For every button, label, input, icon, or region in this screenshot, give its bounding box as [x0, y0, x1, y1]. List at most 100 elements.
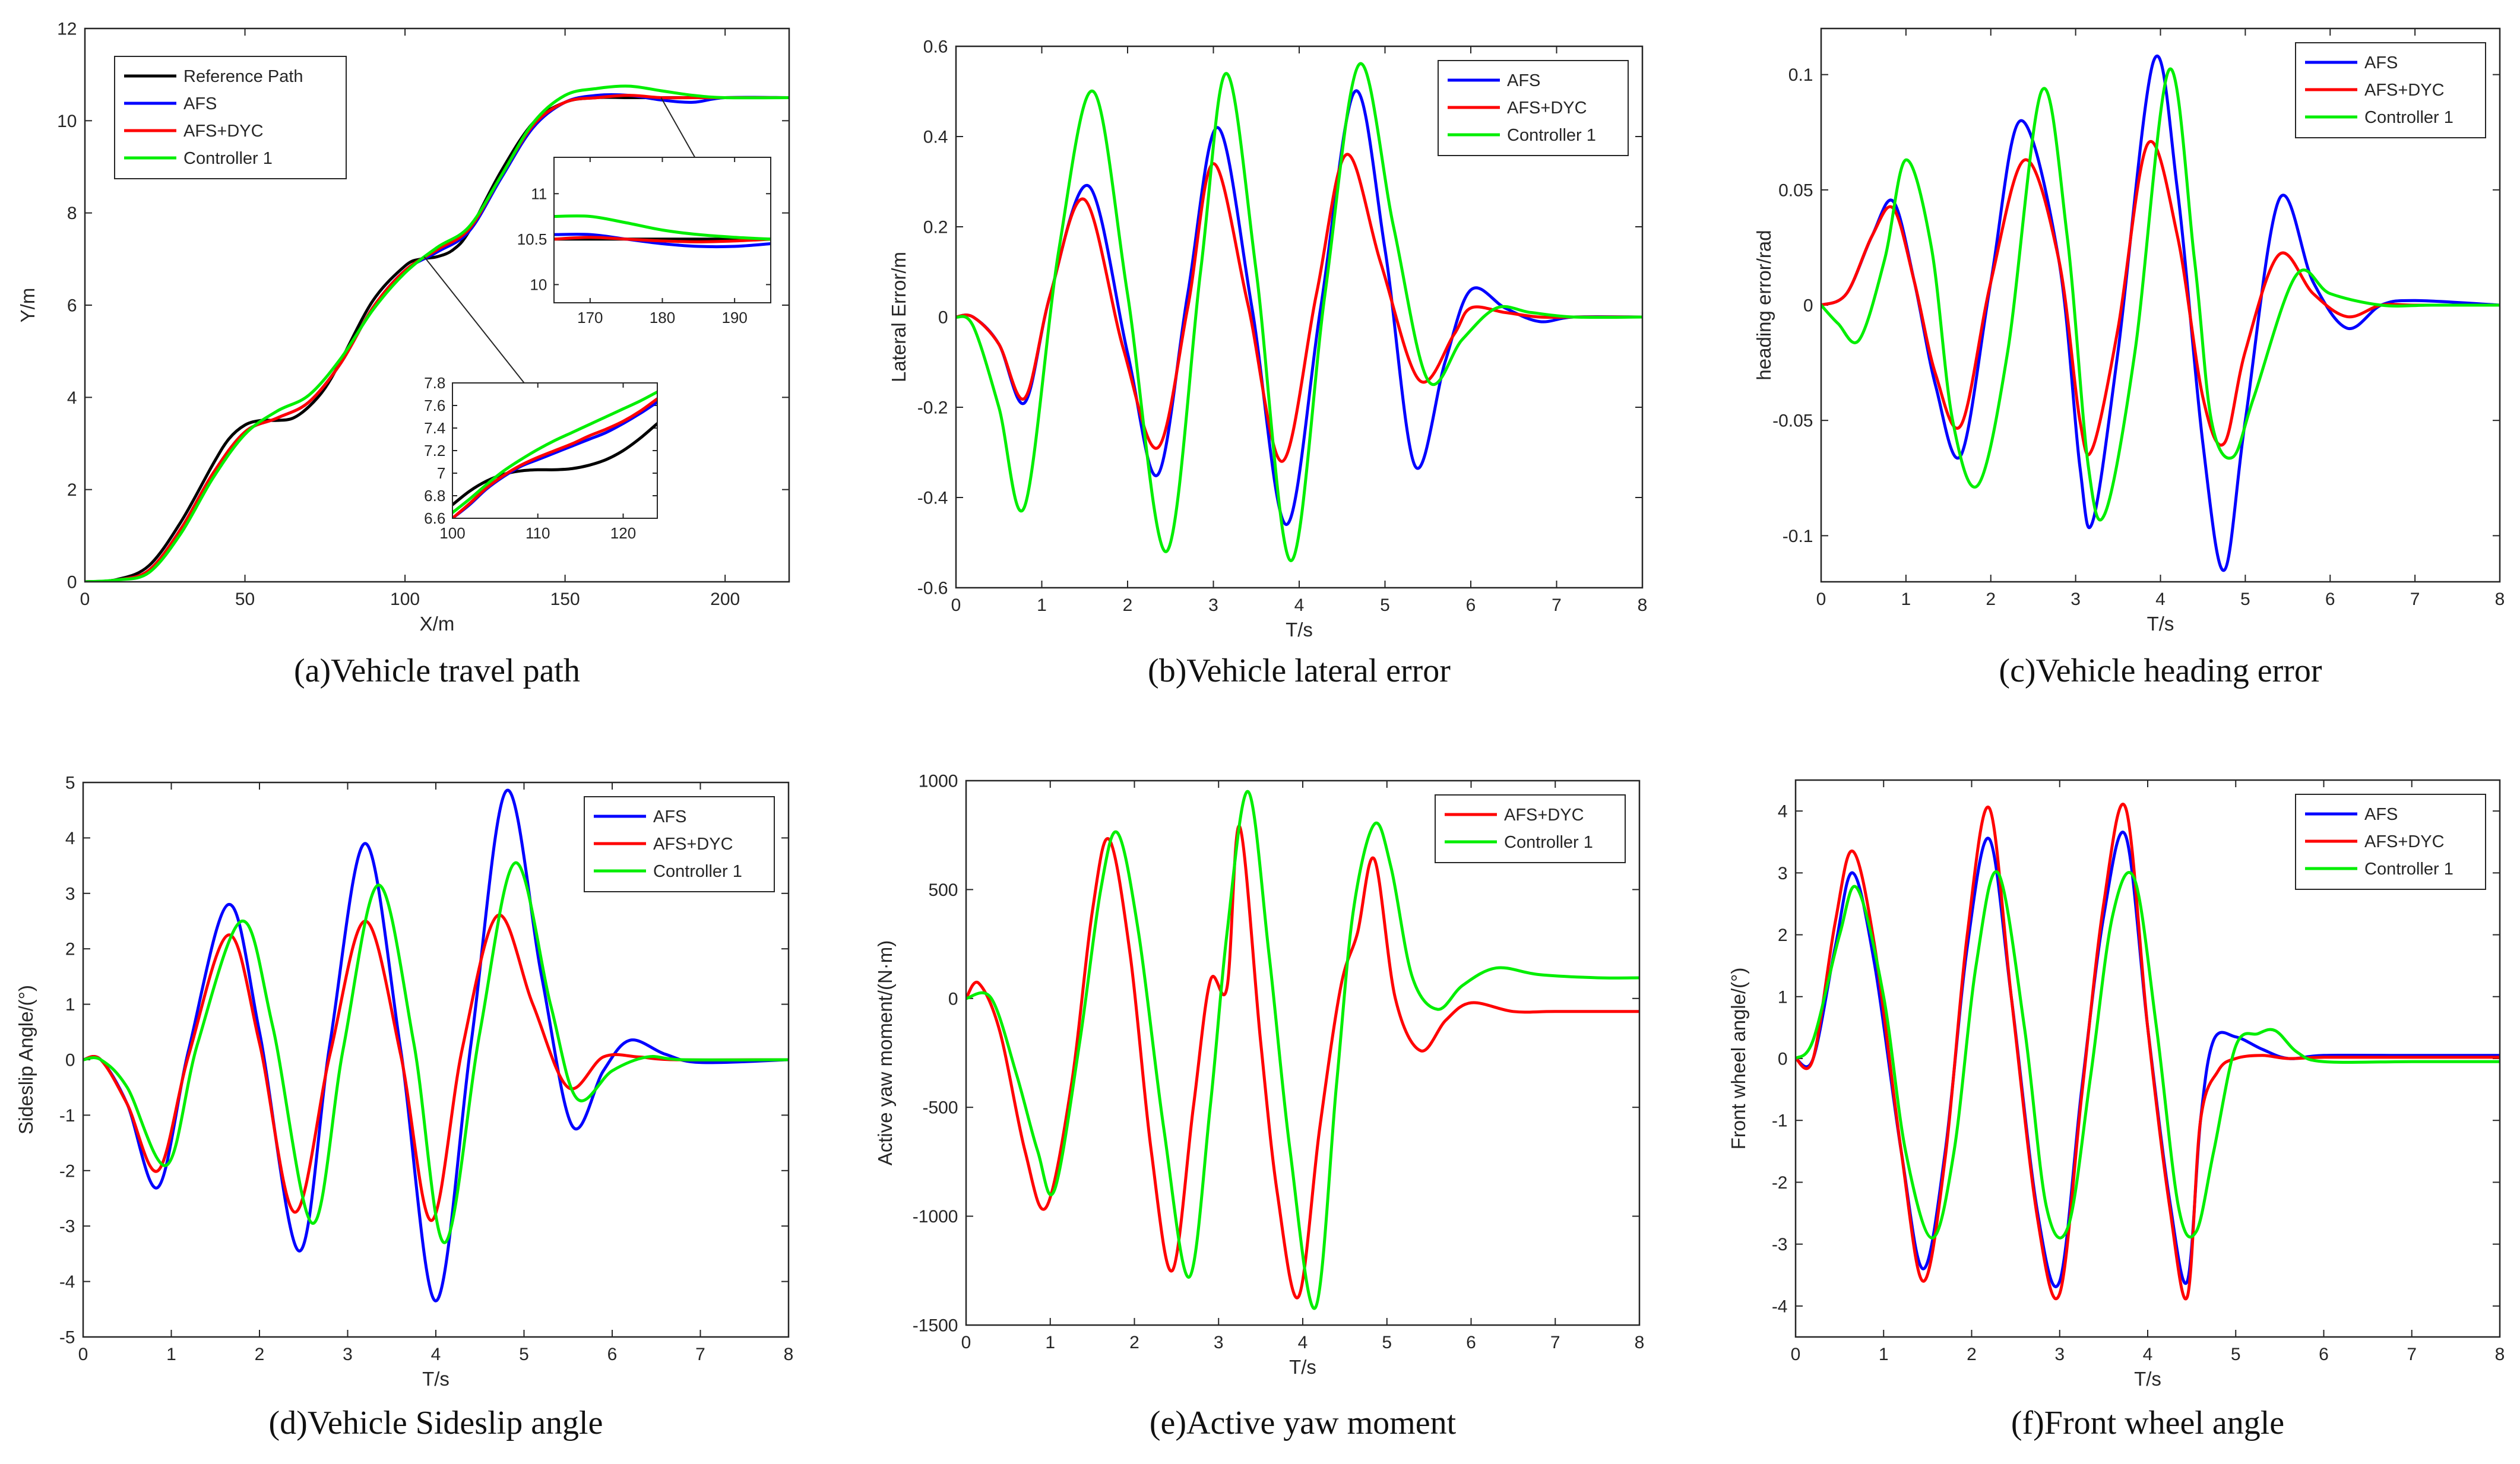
panel-c-series-line-controller1 [1821, 67, 2500, 522]
panel-d-y-tick-label: -3 [59, 1217, 75, 1237]
panel-f-y-tick-label: -4 [1772, 1297, 1788, 1316]
panel-a-inset-1-connector [423, 256, 525, 384]
panel-d-x-tick-label: 6 [607, 1345, 618, 1364]
panel-a-legend-label: Reference Path [183, 67, 303, 86]
panel-a-inset-2-connector [660, 97, 696, 158]
panel-c-legend: AFS AFS+DYC Controller 1 [2295, 42, 2486, 138]
panel-e-x-tick-label: 6 [1466, 1333, 1476, 1352]
panel-d-y-tick-label: -4 [59, 1272, 75, 1292]
panel-a-x-tick-label: 150 [550, 590, 580, 609]
panel-a-inset-1-series-line-afs_dyc [452, 397, 657, 518]
panel-c-series-line-afs [1821, 54, 2500, 572]
panel-b-legend-label: AFS [1507, 71, 1540, 90]
panel-a-legend: Reference Path AFS AFS+DYC Controller 1 [114, 56, 347, 179]
panel-e-x-tick-label: 8 [1635, 1333, 1645, 1352]
panel-a-inset-1-y-tick-label: 7 [437, 464, 445, 482]
panel-c-y-tick-label: 0 [1803, 296, 1813, 316]
panel-a-inset-1-y-tick-label: 7.6 [424, 397, 445, 414]
panel-a-inset-2-y-tick-label: 11 [531, 185, 547, 202]
panel-a-x-tick-label: 200 [710, 590, 740, 609]
panel-b-y-tick-label: 0 [938, 308, 948, 328]
panel-c-x-tick-label: 6 [2325, 590, 2335, 609]
panel-a-inset-2-series-line-afs_dyc [554, 236, 771, 243]
panel-e-y-axis-label: Active yaw moment/(N·m) [874, 940, 896, 1166]
panel-f-y-tick-label: 0 [1778, 1050, 1788, 1069]
panel-b-y-tick-label: 0.6 [923, 37, 948, 57]
panel-f-x-tick-label: 8 [2495, 1345, 2505, 1364]
panel-e-legend-box [1435, 794, 1626, 863]
panel-a-inset-1-y-tick-label: 7.8 [424, 374, 445, 392]
panel-d: 0 1 2 3 4 5 6 7 8 -5 -4 -3 -2 -1 0 1 2 3 4 5 T/s Sideslip Ang… [15, 774, 793, 1442]
panel-a-y-tick-label: 0 [67, 573, 77, 592]
panel-e-x-tick-label: 2 [1129, 1333, 1139, 1352]
panel-e: 0 1 2 3 4 5 6 7 8 -1500 -1000 -500 0 500 1000 T/s Active… [874, 772, 1644, 1442]
panel-b-y-tick-label: -0.6 [917, 579, 948, 598]
panel-e-x-tick-label: 1 [1045, 1333, 1055, 1352]
panel-e-x-tick-label: 3 [1214, 1333, 1224, 1352]
panel-a-inset-1-series-line-controller1 [452, 390, 657, 514]
panel-b-x-tick-label: 2 [1123, 595, 1133, 615]
panel-a-y-tick-label: 8 [67, 204, 77, 223]
panel-c-y-tick-label: 0.05 [1778, 180, 1813, 200]
panel-d-x-tick-label: 5 [519, 1345, 529, 1364]
panel-f-y-tick-label: -1 [1772, 1111, 1788, 1131]
panel-b-x-tick-label: 3 [1208, 595, 1218, 615]
panel-e-series-line-controller1 [966, 790, 1639, 1310]
panel-d-y-tick-label: 3 [65, 884, 75, 904]
panel-d-series-line-controller1 [83, 861, 789, 1244]
panel-a-y-tick-label: 2 [67, 480, 77, 500]
panel-f-y-tick-label: 1 [1778, 987, 1788, 1007]
panel-a-axes-frame [84, 27, 790, 583]
panel-a-inset-1-series-line-reference [452, 422, 657, 506]
panel-d-legend: AFS AFS+DYC Controller 1 [584, 796, 775, 892]
panel-c-axes-frame [1820, 27, 2501, 583]
panel-e-series-line-afs_dyc [966, 825, 1639, 1300]
panel-a-y-tick-label: 10 [57, 112, 77, 131]
panel-e-axes-frame [965, 779, 1641, 1326]
panel-d-y-tick-label: 2 [65, 940, 75, 959]
panel-f-caption: (f)Front wheel angle [2011, 1405, 2284, 1441]
panel-e-x-axis-label: T/s [1289, 1356, 1316, 1378]
panel-f-x-tick-label: 1 [1879, 1345, 1889, 1364]
panel-a-inset-2: 170 180 190 10 10.5 11 [517, 97, 771, 327]
panel-b-legend: AFS AFS+DYC Controller 1 [1438, 60, 1629, 156]
panel-d-y-tick-label: 1 [65, 995, 75, 1015]
panel-c-legend-label: AFS [2364, 53, 2398, 72]
panel-b-x-axis-label: T/s [1286, 619, 1313, 641]
panel-b-x-tick-label: 6 [1466, 595, 1476, 615]
panel-a-legend-label: AFS+DYC [183, 122, 264, 141]
panel-f: 0 1 2 3 4 5 6 7 8 -4 -3 -2 -1 0 1 2 3 4 T/s Front wheel ang… [1727, 779, 2505, 1441]
panel-f-y-tick-label: 3 [1778, 864, 1788, 883]
panel-f-y-axis-label: Front wheel angle/(°) [1727, 968, 1749, 1150]
panel-d-series-line-afs_dyc [83, 913, 789, 1222]
panel-c-x-tick-label: 8 [2495, 590, 2505, 609]
panel-a-inset-2-y-tick-label: 10.5 [517, 230, 547, 248]
panel-f-y-tick-label: -3 [1772, 1235, 1788, 1254]
panel-c-caption: (c)Vehicle heading error [1999, 652, 2322, 689]
panel-e-y-tick-label: 0 [948, 989, 958, 1009]
panel-d-y-tick-label: 5 [65, 774, 75, 793]
panel-d-y-tick-label: 4 [65, 829, 75, 848]
panel-f-series-line-controller1 [1796, 870, 2500, 1240]
panel-a-inset-2-y-tick-label: 10 [530, 275, 547, 293]
panel-f-x-tick-label: 2 [1967, 1345, 1977, 1364]
panel-b-x-tick-label: 4 [1294, 595, 1305, 615]
panel-f-y-tick-label: 2 [1778, 926, 1788, 945]
panel-b-y-tick-label: -0.4 [917, 489, 948, 508]
panel-c-y-tick-label: 0.1 [1788, 65, 1813, 85]
panel-a-x-axis-label: X/m [420, 613, 455, 635]
panel-f-x-tick-label: 5 [2231, 1345, 2241, 1364]
panel-d-x-tick-label: 3 [343, 1345, 353, 1364]
panel-b-x-tick-label: 7 [1552, 595, 1562, 615]
panel-a-legend-label: AFS [183, 94, 217, 113]
panel-a-inset-1-x-tick-label: 120 [610, 524, 636, 542]
panel-d-x-tick-label: 2 [255, 1345, 265, 1364]
panel-e-legend: AFS+DYC Controller 1 [1435, 794, 1626, 863]
panel-c-legend-label: AFS+DYC [2364, 81, 2445, 100]
panel-a: 0 50 100 150 200 0 2 4 6 8 10 12 X/m Y/m Reference Pat… [17, 20, 790, 689]
panel-d-x-tick-label: 0 [78, 1345, 88, 1364]
panel-b-y-tick-label: 0.4 [923, 128, 948, 147]
panel-a-inset-2-x-tick-label: 190 [721, 309, 747, 327]
panel-d-x-tick-label: 7 [695, 1345, 705, 1364]
